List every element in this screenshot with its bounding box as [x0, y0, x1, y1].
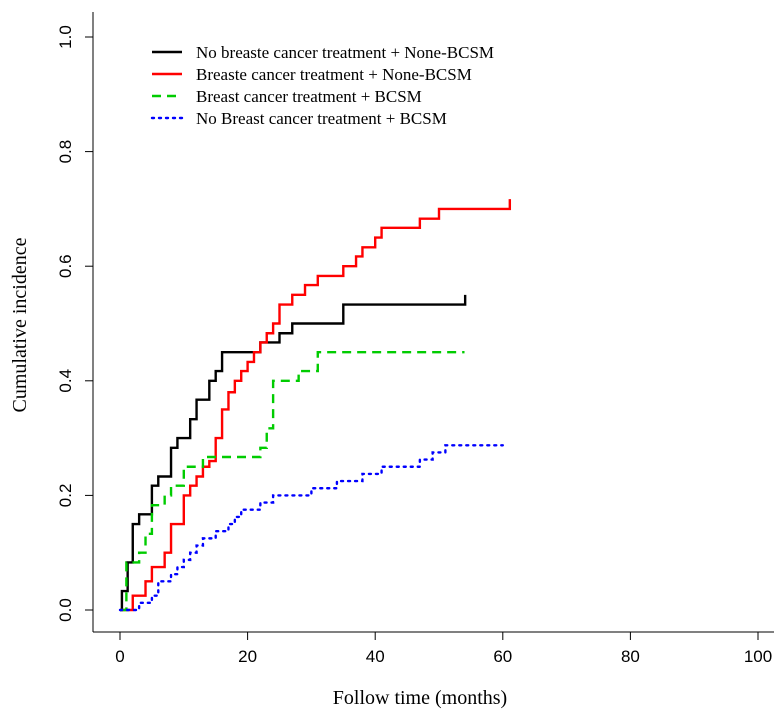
y-tick-label: 0.8 — [56, 140, 75, 164]
y-tick-label: 0.4 — [56, 369, 75, 393]
series-line-3 — [120, 350, 465, 612]
y-tick-label: 0.2 — [56, 484, 75, 508]
series-line-1 — [120, 294, 467, 612]
x-tick-label: 20 — [238, 647, 257, 666]
y-tick-label: 1.0 — [56, 25, 75, 49]
x-tick-label: 0 — [115, 647, 124, 666]
x-axis-title: Follow time (months) — [333, 687, 507, 709]
legend: No breaste cancer treatment + None-BCSM B… — [150, 43, 494, 128]
legend-label-1: No breaste cancer treatment + None-BCSM — [196, 43, 494, 62]
y-ticks: 0.0 0.2 0.4 0.6 0.8 1.0 — [56, 25, 93, 622]
axes — [92, 12, 774, 633]
x-ticks: 0 20 40 60 80 100 — [115, 632, 772, 666]
y-tick-label: 0.6 — [56, 254, 75, 278]
x-tick-label: 60 — [493, 647, 512, 666]
y-axis-title: Cumulative incidence — [9, 237, 31, 412]
series-line-4 — [118, 444, 504, 612]
x-tick-label: 40 — [366, 647, 385, 666]
legend-label-4: No Breast cancer treatment + BCSM — [196, 109, 447, 128]
y-tick-label: 0.0 — [56, 598, 75, 622]
legend-label-2: Breaste cancer treatment + None-BCSM — [196, 65, 472, 84]
x-tick-label: 100 — [744, 647, 772, 666]
series-line-2 — [120, 199, 512, 612]
x-tick-label: 80 — [621, 647, 640, 666]
plot-lines — [118, 199, 512, 612]
legend-label-3: Breast cancer treatment + BCSM — [196, 87, 422, 106]
